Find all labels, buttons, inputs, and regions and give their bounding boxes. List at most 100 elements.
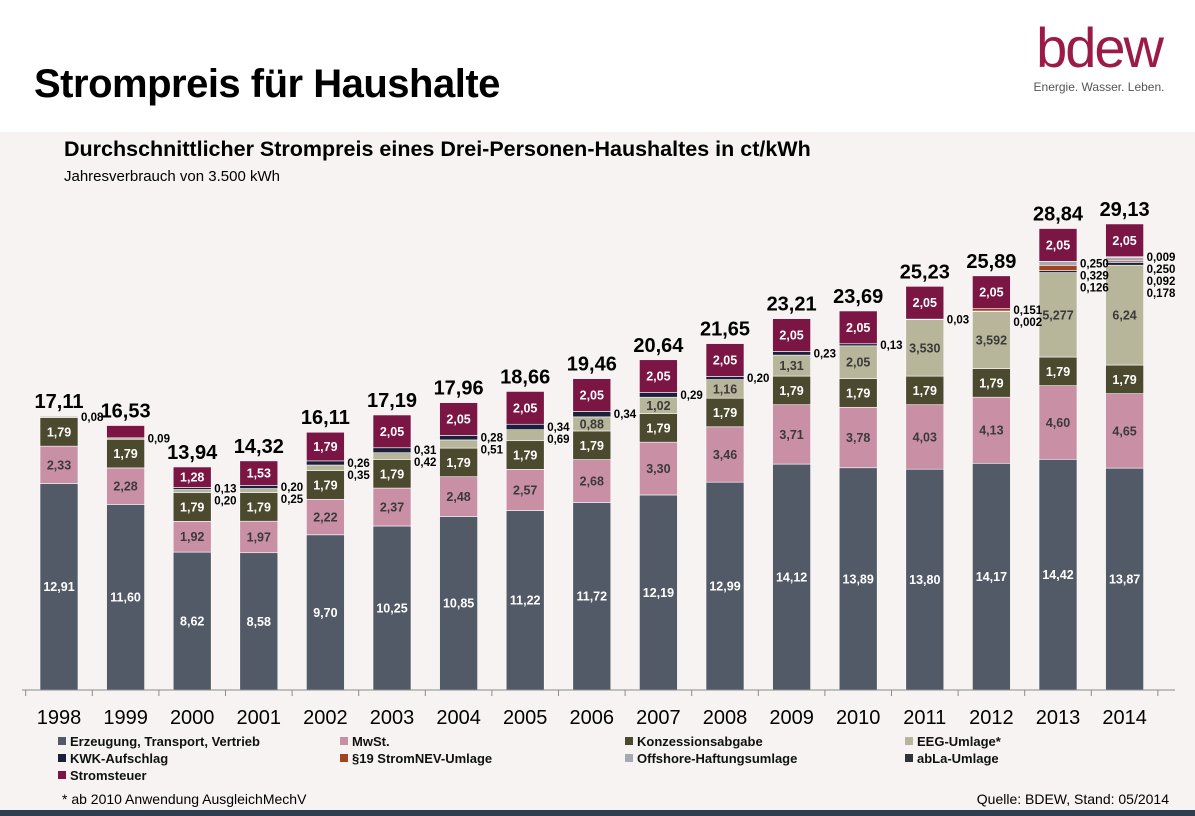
segment-value-label: 2,57 [513, 483, 537, 497]
segment-value-label: 0,126 [1080, 282, 1109, 294]
total-value-label: 17,19 [367, 390, 417, 412]
logo-wordmark: bdew [1036, 16, 1164, 79]
segment-value-label: 0,69 [547, 434, 569, 446]
bar-segment [439, 516, 478, 691]
bar-segment [439, 439, 478, 449]
legend-label: Konzessionsabgabe [637, 734, 763, 749]
bar-segment [372, 459, 412, 489]
segment-value-label: 0,13 [880, 340, 902, 352]
bar-segment [306, 431, 345, 462]
bar-segment [572, 378, 612, 412]
total-value-label: 21,65 [700, 319, 750, 341]
bdew-logo: bdew Energie. Wasser. Leben. [1025, 16, 1173, 95]
bar-segment [306, 470, 345, 500]
bar-segment [1105, 393, 1144, 469]
segment-value-label: 0,092 [1147, 276, 1176, 288]
segment-value-label: 2,05 [446, 413, 470, 427]
segment-value-label: 0,51 [481, 445, 504, 457]
bar-segment [39, 445, 79, 484]
bar-segment [106, 438, 145, 469]
segment-value-label: 3,71 [779, 428, 803, 442]
chart-footnote: * ab 2010 Anwendung AusgleichMechV [62, 791, 307, 807]
segment-value-label: 0,08 [81, 412, 104, 424]
segment-value-label: 12,91 [43, 580, 74, 594]
bar-segment [639, 359, 678, 393]
total-value-label: 28,84 [1033, 204, 1084, 226]
bar-segment [972, 396, 1011, 464]
bar-segment [639, 392, 678, 398]
segment-value-label: 1,97 [247, 530, 271, 544]
bottom-strip [0, 810, 1195, 816]
legend-label: Stromsteuer [70, 768, 147, 783]
bar-segment [505, 429, 545, 442]
bar-segment [106, 504, 145, 691]
x-tick-label: 2010 [836, 707, 881, 729]
bar-segment [239, 520, 279, 554]
segment-value-label: 0,28 [481, 433, 504, 445]
total-value-label: 25,23 [900, 261, 950, 283]
legend-swatch [58, 754, 66, 762]
bar-segment [505, 469, 545, 511]
bar-segment [306, 498, 345, 536]
x-tick-label: 1998 [37, 707, 82, 729]
segment-value-label: 1,79 [1112, 373, 1136, 387]
x-tick-label: 2008 [703, 707, 748, 729]
segment-value-label: 0,20 [747, 373, 769, 385]
bar-segment [838, 467, 878, 691]
segment-value-label: 1,79 [513, 449, 537, 463]
bar-segment [972, 462, 1011, 691]
segment-value-label: 4,65 [1112, 424, 1136, 438]
segment-value-label: 3,592 [976, 333, 1007, 347]
segment-value-label: 1,79 [380, 467, 404, 481]
segment-value-label: 2,28 [113, 480, 137, 494]
x-tick-label: 2013 [1036, 707, 1081, 729]
segment-value-label: 1,16 [713, 382, 737, 396]
segment-value-label: 14,12 [776, 571, 807, 585]
total-value-label: 20,64 [633, 335, 684, 357]
segment-value-label: 1,79 [646, 421, 670, 435]
bar-segment [838, 406, 878, 469]
segment-value-label: 3,530 [909, 341, 940, 355]
segment-value-label: 1,79 [180, 501, 204, 515]
segment-value-label: 0,009 [1147, 252, 1176, 264]
segment-value-label: 1,79 [846, 386, 870, 400]
segment-value-label: 2,48 [446, 490, 470, 504]
x-tick-label: 2005 [503, 707, 548, 729]
segment-value-label: 0,151 [1013, 305, 1042, 317]
segment-value-label: 2,05 [580, 389, 604, 403]
segment-value-label: 5,277 [1042, 308, 1073, 322]
bar-segment [505, 423, 545, 430]
total-value-label: 16,53 [101, 401, 151, 423]
segment-value-label: 4,60 [1046, 416, 1070, 430]
segment-value-label: 0,002 [1013, 317, 1042, 329]
bar-segment [372, 525, 412, 691]
segment-value-label: 1,79 [247, 500, 271, 514]
segment-value-label: 3,30 [646, 462, 670, 476]
segment-value-label: 2,05 [779, 329, 803, 343]
segment-value-label: 1,79 [580, 439, 604, 453]
segment-value-label: 3,46 [713, 448, 737, 462]
bar-segment [306, 460, 345, 466]
legend-label: KWK-Aufschlag [70, 751, 168, 766]
bar-segment [905, 286, 945, 320]
legend-swatch [905, 754, 913, 762]
bar-segment [172, 551, 212, 691]
bar-segment [306, 464, 345, 471]
bar-segment [1038, 356, 1078, 386]
segment-value-label: 2,37 [380, 501, 404, 515]
bar-segment [572, 411, 612, 418]
segment-value-label: 0,20 [281, 482, 303, 494]
bar-segment [1105, 262, 1144, 266]
bar-segment [639, 494, 678, 691]
legend-label: Erzeugung, Transport, Vertrieb [70, 734, 260, 749]
segment-value-label: 0,13 [214, 483, 236, 495]
segment-value-label: 1,79 [446, 456, 470, 470]
total-value-label: 16,11 [301, 407, 350, 429]
bar-segment [106, 425, 145, 439]
bar-segment [505, 391, 545, 425]
segment-value-label: 1,79 [713, 406, 737, 420]
segment-value-label: 1,92 [180, 530, 204, 544]
legend-swatch [58, 737, 66, 745]
total-value-label: 23,21 [767, 294, 817, 316]
chart-panel: Durchschnittlicher Strompreis eines Drei… [0, 132, 1195, 816]
